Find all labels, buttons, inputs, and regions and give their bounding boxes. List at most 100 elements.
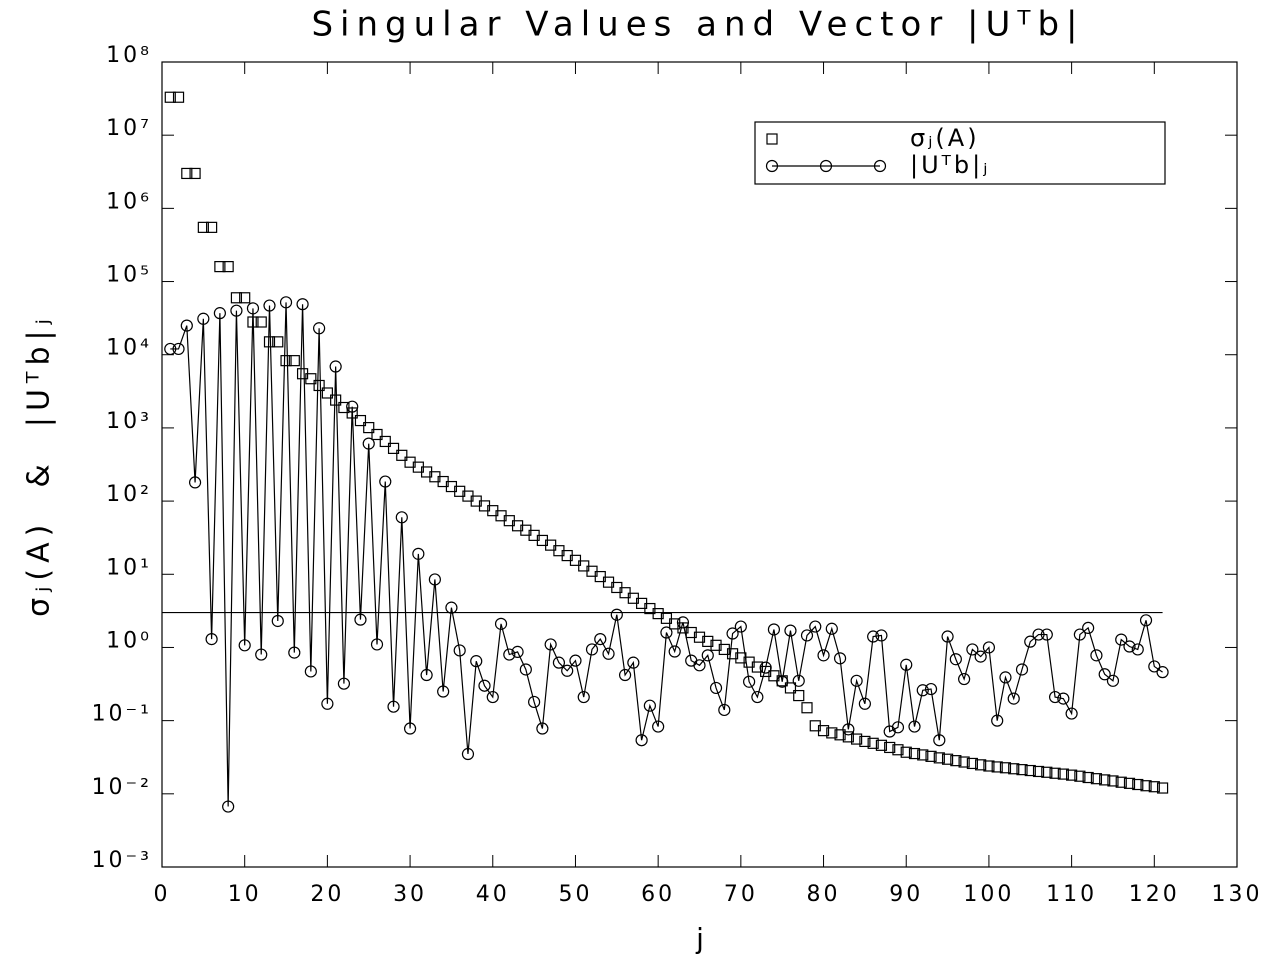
legend-box [754,121,1166,185]
square-marker [354,414,367,427]
circle-marker [238,639,251,652]
y-tick-label: 10⁴ [106,336,152,361]
square-marker [280,355,292,367]
circle-marker [718,703,731,717]
square-marker [1140,780,1152,792]
x-tick-label: 80 [807,882,841,907]
x-tick-label: 130 [1212,882,1263,907]
square-marker [892,744,904,756]
circle-marker [230,304,243,317]
chart-title: Singular Values and Vector |Uᵀb| [311,5,1084,45]
x-tick-label: 110 [1046,882,1097,907]
square-marker [1123,777,1136,789]
circle-marker [991,714,1004,727]
circle-marker [478,679,491,692]
square-marker [1082,771,1094,784]
square-marker [222,261,234,273]
circle-marker [403,722,417,735]
circle-marker [1032,628,1045,641]
circle-marker [1024,635,1037,648]
square-marker [363,421,375,434]
circle-marker [346,400,359,413]
circle-marker [709,681,723,695]
square-marker [1049,767,1061,779]
circle-marker [370,638,384,651]
circle-marker [858,697,871,710]
x-tick-label: 40 [476,882,510,907]
circle-marker [519,663,532,676]
circle-marker [511,645,524,658]
circle-marker [1106,674,1120,687]
square-marker [321,387,333,399]
circle-marker [784,624,797,637]
x-tick-label: 20 [310,882,344,907]
square-marker [884,741,896,754]
circle-marker [288,646,301,659]
y-tick-label: 10⁻² [92,775,152,800]
circle-marker [1040,628,1053,641]
circle-marker [1057,692,1070,705]
circle-marker [743,675,756,688]
circle-marker [627,656,640,669]
circle-marker [420,668,433,682]
circle-marker [494,617,508,630]
square-marker [197,221,209,233]
square-marker [230,292,243,304]
series-line [170,302,1163,807]
circle-marker [445,601,458,614]
square-marker [206,221,218,233]
square-marker [842,731,854,743]
circle-marker [765,159,779,173]
circle-marker [660,626,673,639]
circle-marker [726,627,739,640]
circle-marker [949,653,962,666]
circle-marker [1015,663,1029,676]
circle-marker [461,747,475,761]
square-marker [1156,782,1169,794]
circle-marker [999,671,1012,684]
circle-marker [1123,640,1136,653]
circle-marker [313,322,326,335]
square-marker [859,735,871,748]
square-marker [801,702,813,714]
circle-marker [362,437,375,450]
circle-marker [933,734,946,747]
circle-marker [255,648,268,661]
square-marker [851,733,863,745]
circle-marker [941,630,954,643]
y-tick-label: 10⁵ [106,263,152,288]
circle-marker [873,159,887,173]
square-marker [766,133,778,145]
circle-marker [776,675,789,688]
y-tick-label: 10⁰ [106,628,152,653]
legend-label: σⱼ(A) [910,124,980,152]
square-marker [288,355,300,367]
x-tick-label: 0 [154,882,171,907]
x-tick-label: 120 [1129,882,1180,907]
plot-frame [161,61,1238,868]
square-marker [793,689,805,702]
circle-marker [867,630,880,643]
y-tick-label: 10⁸ [106,43,152,68]
circle-marker [1065,707,1078,720]
circle-marker [296,298,309,311]
circle-marker [246,302,260,315]
circle-marker [321,697,334,710]
circle-marker [842,723,855,736]
square-marker [1008,763,1020,775]
square-marker [983,760,995,772]
circle-marker [1148,660,1161,673]
square-marker [239,292,251,304]
square-marker [1032,765,1045,778]
square-marker [371,428,383,441]
circle-marker [819,159,833,173]
circle-marker [1115,633,1128,646]
circle-marker [958,672,971,686]
square-marker [1099,774,1111,786]
circle-marker [676,616,690,629]
circle-marker [379,475,392,488]
circle-marker [833,652,847,665]
square-marker [1115,776,1127,788]
circle-marker [577,690,590,704]
